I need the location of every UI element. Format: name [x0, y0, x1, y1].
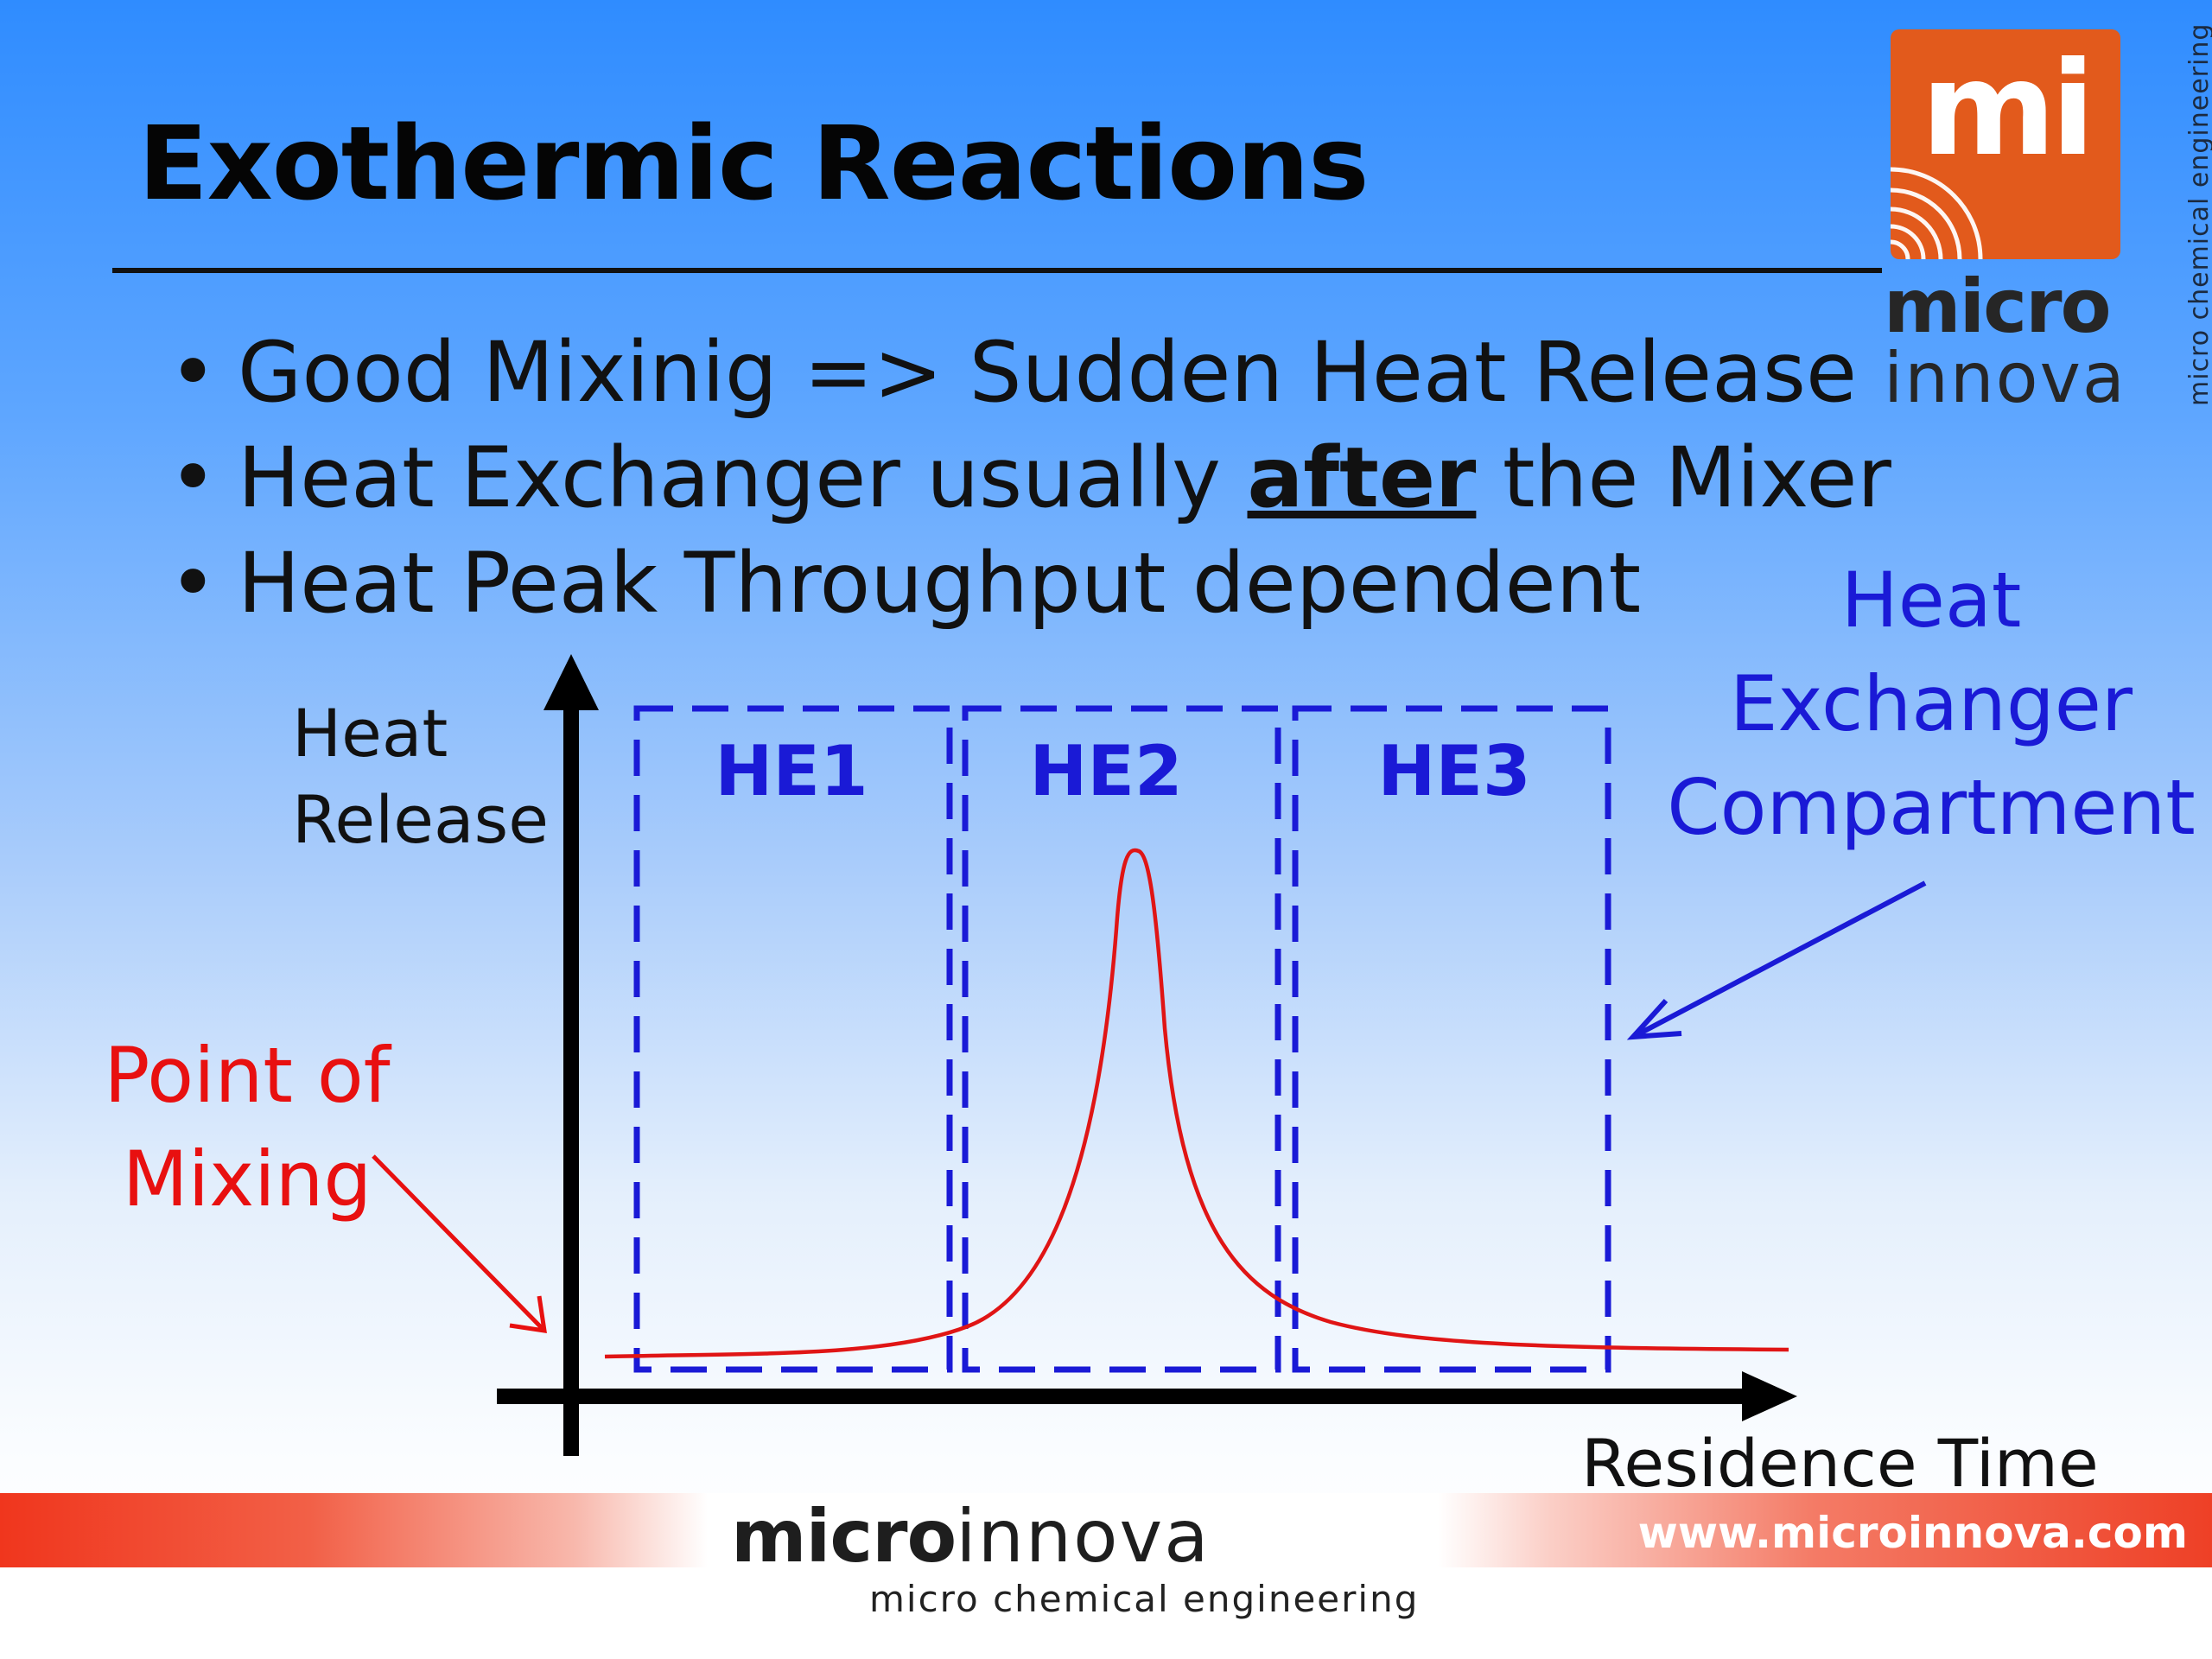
- bullet-text: Heat Peak Throughput dependent: [238, 535, 1642, 632]
- bullet-item: • Good Mixinig => Sudden Heat Release: [168, 320, 1891, 425]
- y-axis-label-line2: Release: [292, 781, 549, 858]
- footer-brand-light: innova: [956, 1494, 1211, 1579]
- bullet-text-after: the Mixer: [1476, 429, 1891, 526]
- bullet-dot: •: [168, 535, 218, 632]
- callout-heat-arrowhead: [1626, 998, 1682, 1040]
- callout-heat-arrow: [1633, 880, 1927, 1039]
- bullet-list: • Good Mixinig => Sudden Heat Release • He…: [168, 320, 1891, 636]
- compartment-he2: [962, 705, 1281, 1373]
- footer-url-link[interactable]: www.microinnova.com: [1637, 1508, 2188, 1558]
- bullet-item: • Heat Exchanger usually after the Mixer: [168, 425, 1891, 531]
- compartment-label-he1: HE1: [715, 731, 868, 811]
- callout-mixing-line1: Point of: [104, 1031, 391, 1120]
- heat-release-curve: [604, 848, 1789, 1359]
- bullet-emphasis: after: [1247, 429, 1477, 526]
- y-axis: [543, 654, 599, 1456]
- callout-heat-line2: Exchanger: [1730, 659, 2133, 748]
- logo-mark: mi: [1921, 35, 2095, 185]
- callout-mixing-arrow: [372, 1154, 546, 1332]
- logo-word-innova: innova: [1884, 338, 2126, 418]
- y-axis-label-line1: Heat: [292, 695, 448, 772]
- callout-mixing-line2: Mixing: [123, 1135, 372, 1224]
- footer-tagline: micro chemical engineering: [869, 1578, 1420, 1620]
- x-axis-label: Residence Time: [1581, 1425, 2099, 1502]
- bullet-dot: •: [168, 429, 218, 526]
- footer-base: [0, 1567, 2212, 1659]
- compartment-he1: [633, 705, 953, 1373]
- compartment-he3: [1292, 705, 1611, 1373]
- bullet-dot: •: [168, 324, 218, 421]
- compartment-label-he2: HE2: [1029, 731, 1182, 811]
- callout-mixing-arrowhead: [509, 1295, 547, 1333]
- logo-word-micro: micro: [1884, 264, 2112, 350]
- footer-brand-bold: micro: [731, 1494, 957, 1579]
- company-logo: mi: [1891, 29, 2120, 259]
- slide-title: Exothermic Reactions: [138, 104, 1369, 223]
- footer-bar: [0, 1493, 2212, 1567]
- footer-brand: microinnova: [731, 1495, 1211, 1578]
- x-axis: [497, 1371, 1797, 1421]
- callout-heat-line1: Heat: [1841, 556, 2022, 645]
- bullet-text: Good Mixinig => Sudden Heat Release: [238, 324, 1858, 421]
- title-divider: [112, 268, 1882, 273]
- signal-waves-icon: [1891, 167, 1983, 259]
- compartment-label-he3: HE3: [1377, 731, 1530, 811]
- bullet-item: • Heat Peak Throughput dependent: [168, 531, 1891, 636]
- bullet-text-before: Heat Exchanger usually: [238, 429, 1248, 526]
- callout-heat-line3: Compartment: [1667, 763, 2196, 852]
